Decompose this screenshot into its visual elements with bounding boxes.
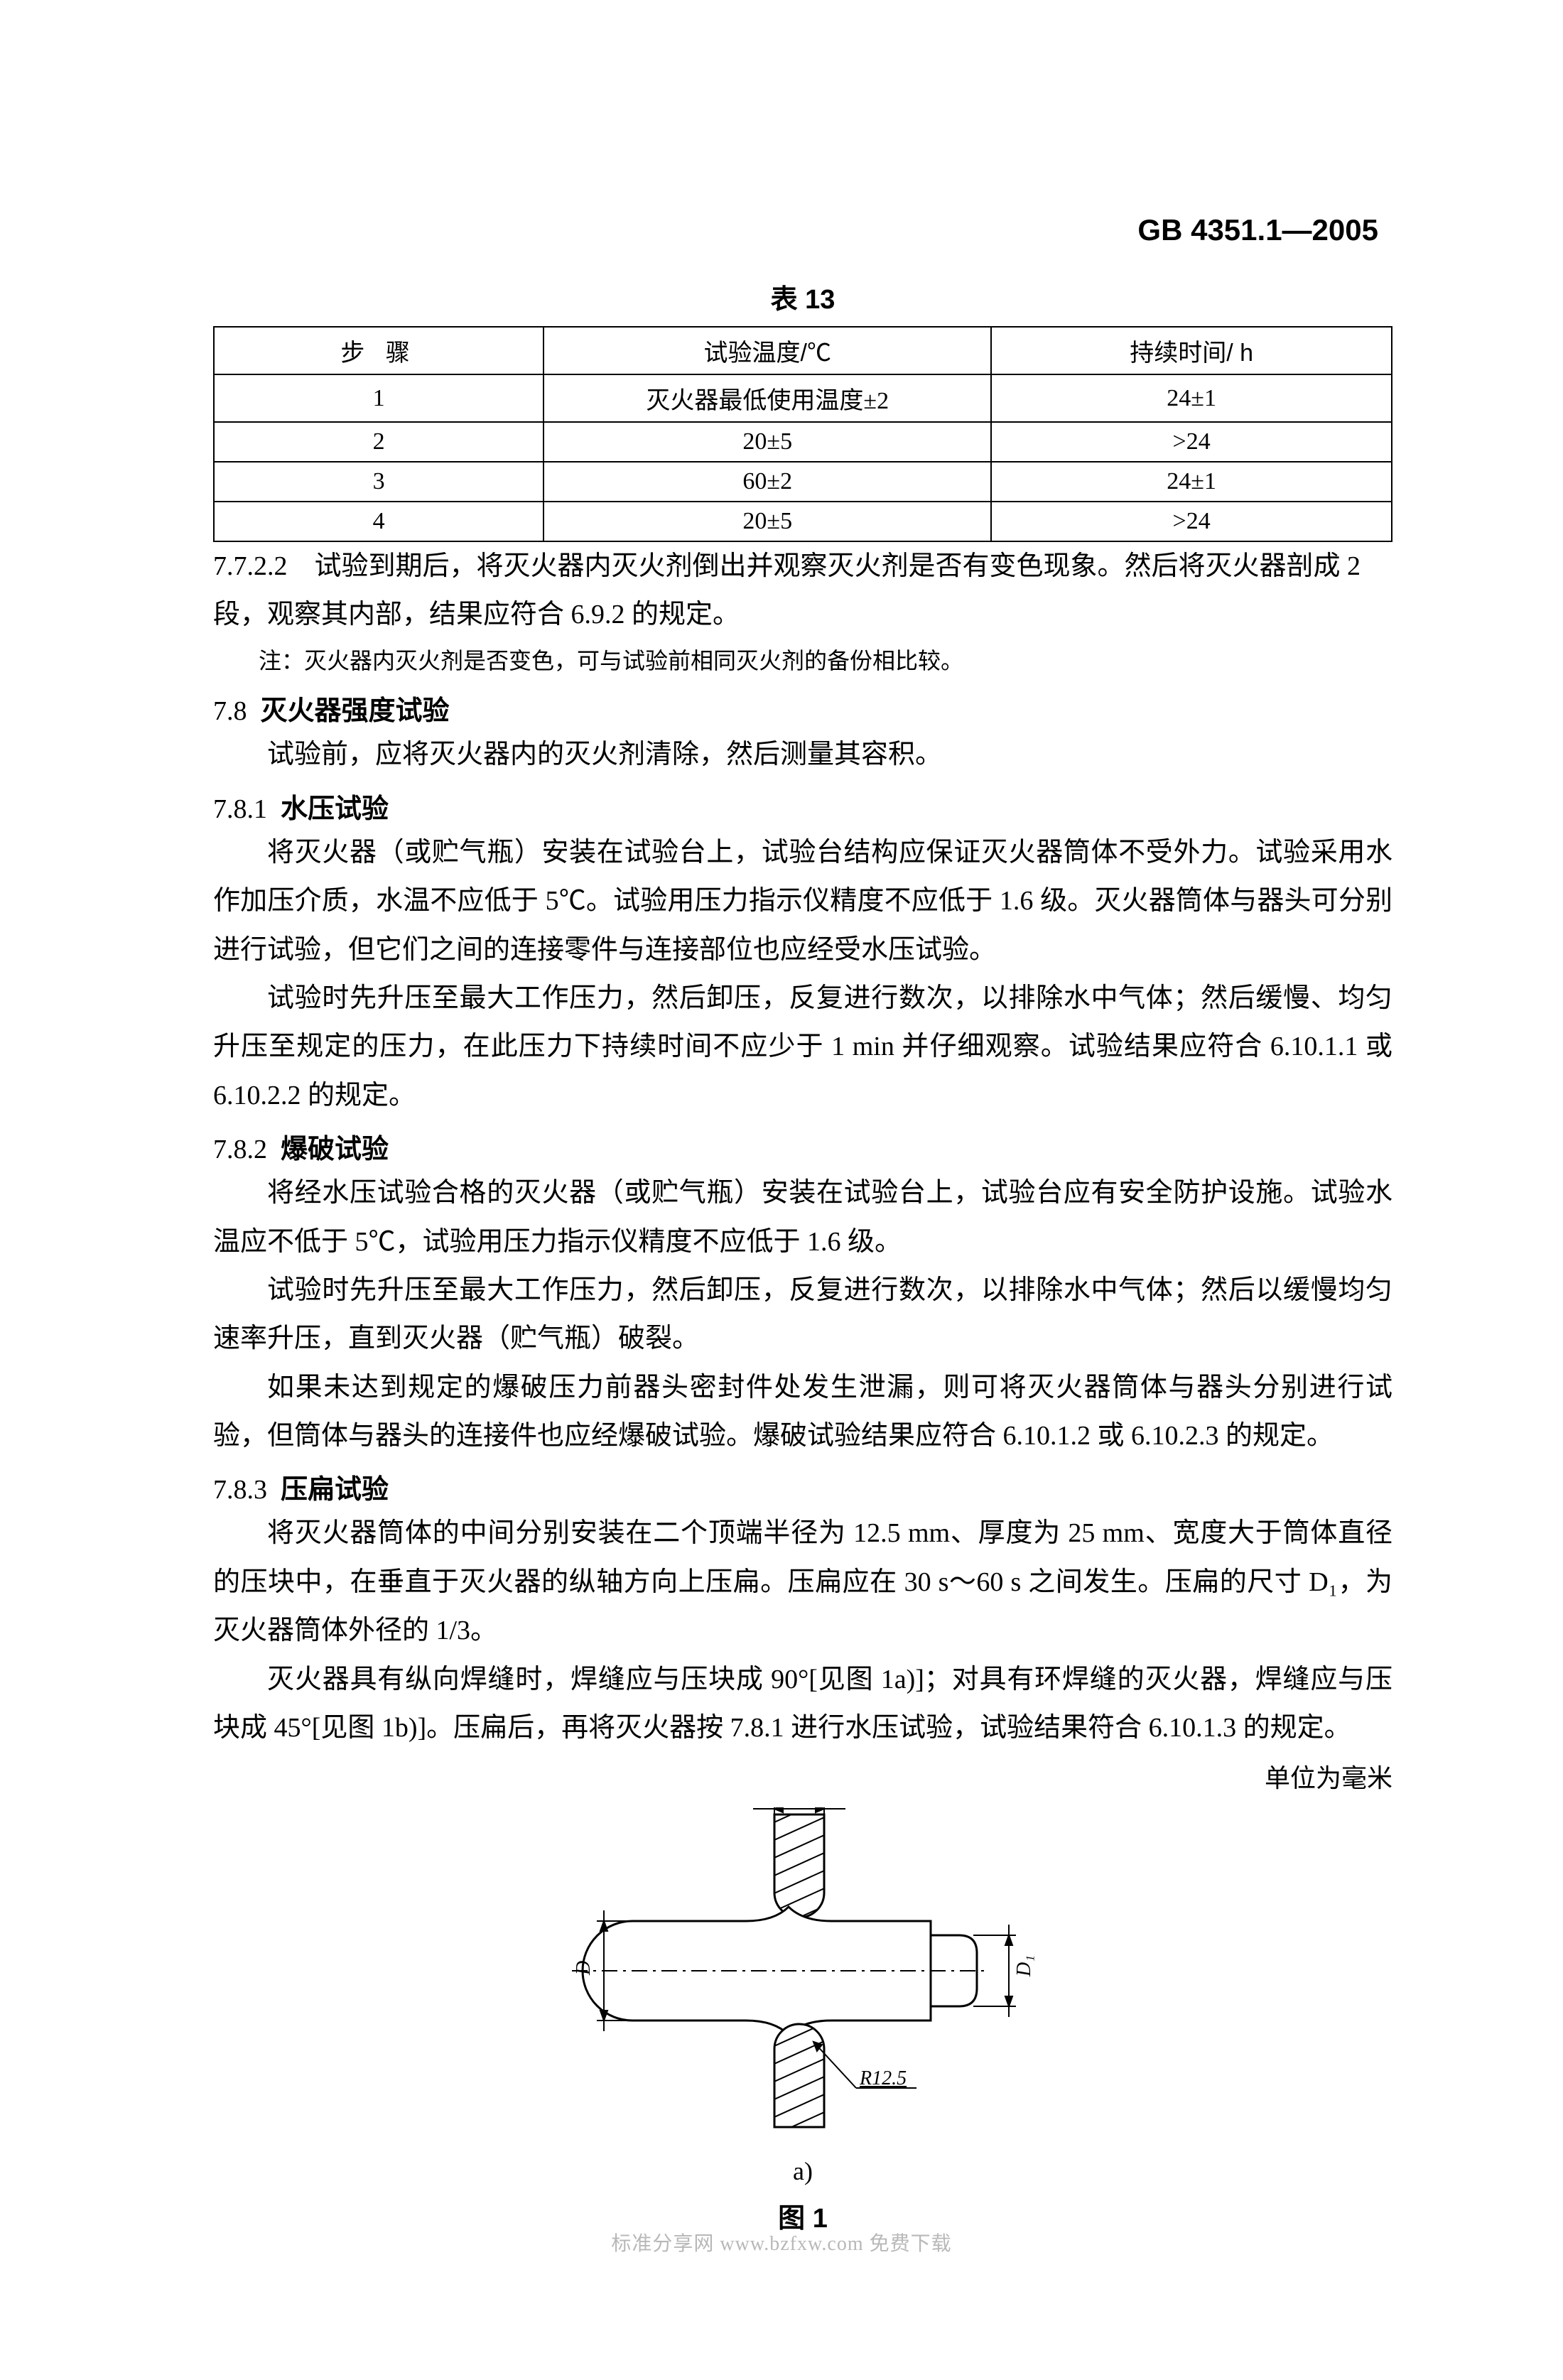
dim-press-width: 25.0 bbox=[831, 1807, 866, 1808]
table-cell: 灭火器最低使用温度±2 bbox=[543, 374, 991, 422]
clause-text: 试验到期后，将灭火器内灭火剂倒出并观察灭火剂是否有变色现象。然后将灭火器剖成 2… bbox=[213, 551, 1361, 629]
clause-num: 7.7.2.2 bbox=[213, 551, 288, 581]
dim-D: D bbox=[573, 1961, 595, 1976]
footer-watermark: 标准分享网 www.bzfxw.com 免费下载 bbox=[0, 2228, 1563, 2256]
table-col-temp: 试验温度/℃ bbox=[543, 327, 991, 374]
table13: 步 骤 试验温度/℃ 持续时间/ h 1 灭火器最低使用温度±2 24±1 2 … bbox=[213, 326, 1392, 542]
table-cell: 60±2 bbox=[543, 462, 991, 502]
para-7-8-1-p1: 将灭火器（或贮气瓶）安装在试验台上，试验台结构应保证灭火器筒体不受外力。试验采用… bbox=[213, 828, 1392, 974]
clause-7-7-2-2: 7.7.2.2试验到期后，将灭火器内灭火剂倒出并观察灭火剂是否有变色现象。然后将… bbox=[213, 542, 1392, 639]
table-col-time: 持续时间/ h bbox=[991, 327, 1392, 374]
table-row: 2 20±5 >24 bbox=[214, 422, 1392, 462]
dim-D1: D₁ bbox=[1013, 1955, 1035, 1977]
figure-1a: 25.0 bbox=[213, 1807, 1392, 2138]
table-row: 1 灭火器最低使用温度±2 24±1 bbox=[214, 374, 1392, 422]
para-7-8-3-p1: 将灭火器筒体的中间分别安装在二个顶端半径为 12.5 mm、厚度为 25 mm、… bbox=[213, 1509, 1392, 1655]
section-title: 爆破试验 bbox=[281, 1135, 389, 1164]
figure-1a-sublabel: a) bbox=[213, 2156, 1392, 2186]
heading-7-8-1: 7.8.1 水压试验 bbox=[213, 786, 1392, 826]
table-cell: 20±5 bbox=[543, 502, 991, 541]
section-num: 7.8.2 bbox=[213, 1135, 267, 1164]
table-row: 3 60±2 24±1 bbox=[214, 462, 1392, 502]
heading-7-8-3: 7.8.3 压扁试验 bbox=[213, 1467, 1392, 1506]
table-cell: 24±1 bbox=[991, 374, 1392, 422]
section-num: 7.8 bbox=[213, 696, 247, 726]
table-cell: 20±5 bbox=[543, 422, 991, 462]
table-header-row: 步 骤 试验温度/℃ 持续时间/ h bbox=[214, 327, 1392, 374]
intro-7-8: 试验前，应将灭火器内的灭火剂清除，然后测量其容积。 bbox=[213, 730, 1392, 779]
heading-7-8-2: 7.8.2 爆破试验 bbox=[213, 1127, 1392, 1166]
section-num: 7.8.1 bbox=[213, 794, 267, 824]
para-7-8-2-p2: 试验时先升压至最大工作压力，然后卸压，反复进行数次，以排除水中气体；然后以缓慢均… bbox=[213, 1266, 1392, 1363]
table-cell: 3 bbox=[214, 462, 543, 502]
section-title: 灭火器强度试验 bbox=[261, 696, 450, 726]
dim-radius: R12.5 bbox=[859, 2067, 907, 2089]
table-cell: 24±1 bbox=[991, 462, 1392, 502]
table-cell: 4 bbox=[214, 502, 543, 541]
table-cell: >24 bbox=[991, 422, 1392, 462]
figure-1a-svg: 25.0 bbox=[533, 1807, 1073, 2134]
section-title: 水压试验 bbox=[281, 794, 389, 824]
table-cell: 1 bbox=[214, 374, 543, 422]
table-cell: 2 bbox=[214, 422, 543, 462]
standard-code: GB 4351.1—2005 bbox=[1137, 213, 1378, 247]
table-cell: >24 bbox=[991, 502, 1392, 541]
para-7-8-1-p2: 试验时先升压至最大工作压力，然后卸压，反复进行数次，以排除水中气体；然后缓慢、均… bbox=[213, 974, 1392, 1120]
heading-7-8: 7.8 灭火器强度试验 bbox=[213, 688, 1392, 727]
table-row: 4 20±5 >24 bbox=[214, 502, 1392, 541]
unit-note: 单位为毫米 bbox=[213, 1758, 1392, 1795]
section-title: 压扁试验 bbox=[281, 1475, 389, 1505]
para-7-8-2-p3: 如果未达到规定的爆破压力前器头密封件处发生泄漏，则可将灭火器筒体与器头分别进行试… bbox=[213, 1363, 1392, 1461]
section-num: 7.8.3 bbox=[213, 1475, 267, 1505]
para-7-8-3-p2: 灭火器具有纵向焊缝时，焊缝应与压块成 90°[见图 1a)]；对具有环焊缝的灭火… bbox=[213, 1655, 1392, 1753]
table13-caption: 表 13 bbox=[213, 277, 1392, 316]
table-col-step: 步 骤 bbox=[214, 327, 543, 374]
para-7-8-2-p1: 将经水压试验合格的灭火器（或贮气瓶）安装在试验台上，试验台应有安全防护设施。试验… bbox=[213, 1169, 1392, 1266]
clause-7-7-2-2-note: 注：灭火器内灭火剂是否变色，可与试验前相同灭火剂的备份相比较。 bbox=[213, 641, 1392, 682]
